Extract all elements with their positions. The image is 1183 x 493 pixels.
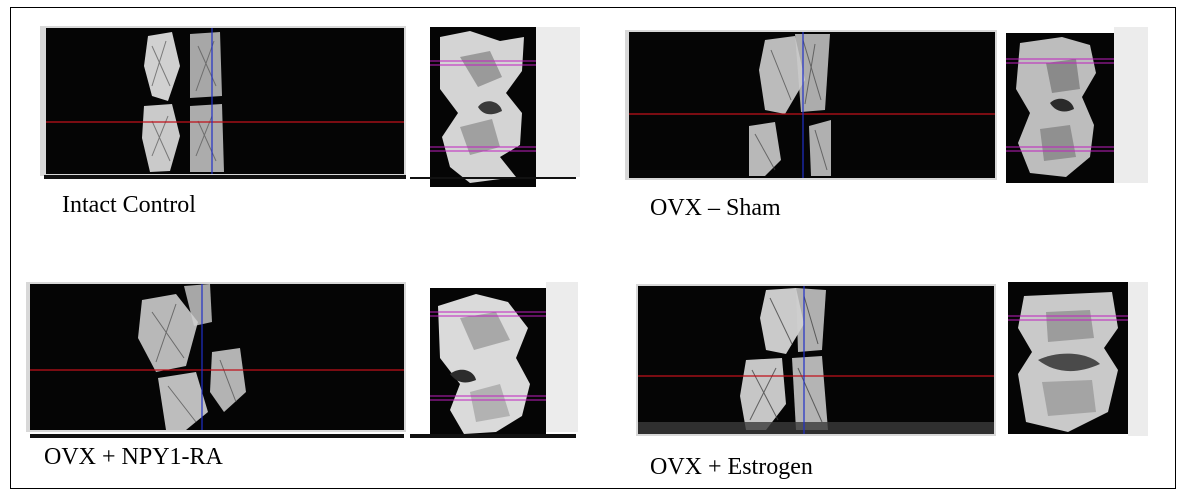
bone-render-intact-control — [430, 27, 536, 187]
panel-label: OVX + NPY1-RA — [44, 444, 223, 470]
ct-section-ovx-estrogen — [636, 284, 996, 436]
render-backdrop — [546, 282, 578, 432]
baseline — [30, 434, 404, 438]
bone-render-ovx-npy1-ra — [430, 288, 546, 438]
ct-section-intact-control — [40, 26, 406, 176]
render-backdrop — [536, 27, 580, 177]
baseline — [44, 175, 406, 179]
panel-label: Intact Control — [62, 192, 196, 218]
baseline — [410, 434, 576, 438]
panel-label: OVX + Estrogen — [650, 454, 813, 480]
panel-label: OVX – Sham — [650, 195, 781, 221]
render-backdrop — [1114, 27, 1148, 183]
bone-render-ovx-sham — [1006, 33, 1114, 183]
bone-render-ovx-estrogen — [1008, 282, 1128, 434]
ct-section-ovx-sham — [625, 30, 997, 180]
figure-frame — [10, 7, 1176, 489]
ct-section-ovx-npy1-ra — [26, 282, 406, 432]
baseline — [410, 177, 576, 179]
render-backdrop — [1128, 282, 1148, 436]
